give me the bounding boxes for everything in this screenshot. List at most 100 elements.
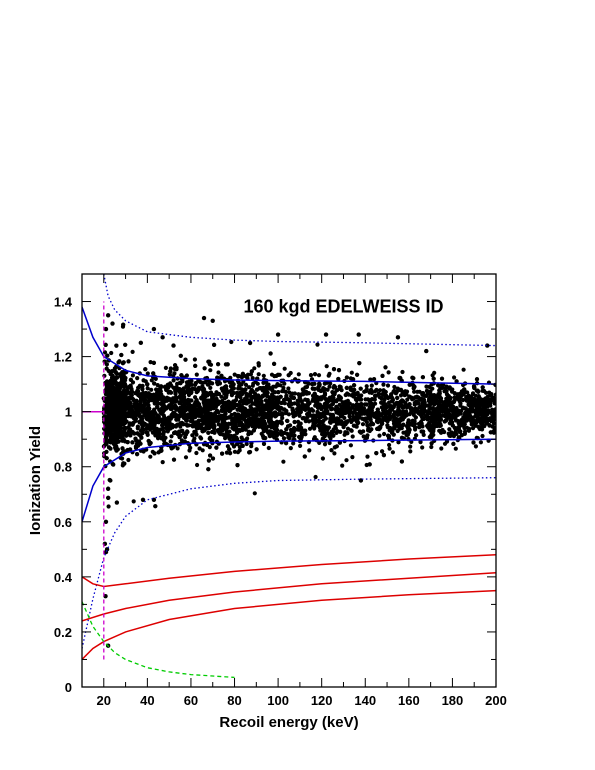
data-point (308, 373, 314, 378)
data-point (111, 414, 116, 420)
data-point (188, 410, 193, 415)
data-point (324, 364, 329, 369)
data-point (118, 426, 123, 431)
data-point (104, 456, 109, 461)
data-point (480, 385, 485, 390)
data-point (315, 342, 320, 347)
data-point (360, 407, 365, 412)
data-point (220, 404, 225, 409)
data-point (398, 375, 403, 381)
data-point (402, 414, 407, 419)
data-point (210, 401, 215, 406)
data-point (172, 371, 177, 376)
data-point (137, 439, 142, 444)
data-point (167, 372, 172, 377)
data-point (296, 423, 302, 428)
data-point (183, 357, 188, 362)
data-point (448, 418, 453, 424)
data-point (255, 398, 260, 403)
data-point (223, 436, 228, 441)
data-point (115, 391, 120, 396)
data-point (261, 422, 266, 427)
data-point (376, 391, 381, 396)
data-point (272, 426, 277, 431)
data-point (125, 440, 130, 445)
data-point (241, 407, 246, 412)
data-point (421, 402, 426, 407)
data-point (281, 436, 287, 441)
data-point (130, 408, 135, 413)
data-point (369, 383, 374, 388)
data-point (452, 409, 457, 414)
data-point (354, 396, 359, 401)
data-point (198, 435, 203, 440)
data-point (492, 401, 496, 406)
data-point (484, 421, 489, 426)
data-point (229, 393, 234, 398)
data-point (214, 445, 219, 450)
data-point (133, 436, 138, 441)
data-point (405, 420, 411, 425)
data-point (279, 406, 284, 411)
data-point (228, 451, 233, 456)
data-point (150, 396, 155, 401)
data-point (189, 398, 194, 403)
data-point (173, 399, 178, 404)
data-point (336, 368, 342, 373)
data-point (351, 417, 356, 422)
data-point (270, 392, 275, 397)
data-point (235, 442, 240, 447)
data-point (224, 427, 229, 432)
data-point (295, 398, 300, 403)
data-point (258, 406, 263, 411)
data-point (192, 357, 197, 362)
data-point (158, 389, 163, 394)
data-point (123, 342, 128, 347)
data-point (315, 411, 320, 416)
data-point (471, 396, 476, 401)
data-point (369, 408, 374, 413)
data-point (108, 371, 113, 377)
data-point (214, 396, 219, 401)
data-point (266, 445, 271, 451)
data-point (225, 423, 230, 428)
data-point (146, 391, 151, 396)
data-point (443, 386, 448, 391)
data-point (383, 416, 389, 421)
data-point (375, 407, 380, 412)
data-point (261, 441, 267, 446)
data-point (454, 406, 459, 411)
data-point (155, 404, 160, 410)
data-point (135, 431, 140, 436)
data-point (461, 397, 466, 403)
data-point (470, 415, 475, 420)
data-point (248, 430, 253, 435)
data-point (213, 411, 218, 416)
data-point (413, 425, 418, 430)
data-point (133, 416, 138, 421)
data-point (297, 434, 302, 440)
data-point (412, 421, 417, 427)
data-point (462, 422, 467, 427)
data-point (229, 388, 234, 393)
data-point (443, 413, 448, 418)
data-point (386, 370, 391, 375)
data-point (219, 373, 224, 378)
data-point (153, 396, 158, 401)
data-point (252, 407, 257, 412)
data-point (327, 440, 332, 446)
data-point (359, 402, 364, 407)
data-point (385, 423, 390, 428)
data-point (206, 398, 212, 403)
data-point (145, 382, 150, 387)
data-point (484, 399, 489, 404)
data-point (403, 389, 408, 394)
data-point (129, 411, 134, 416)
data-point (172, 366, 177, 371)
data-point (121, 437, 126, 442)
data-point (252, 366, 257, 371)
data-point (165, 382, 170, 387)
data-point (474, 404, 479, 409)
data-point (138, 392, 143, 397)
